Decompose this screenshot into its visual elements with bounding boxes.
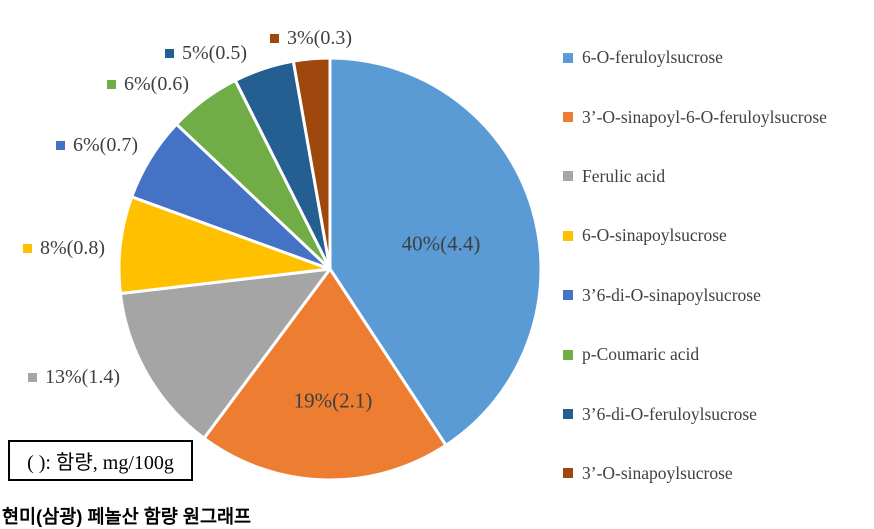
legend-key-icon — [28, 372, 37, 382]
pie-data-label-outside: 6%(0.7) — [56, 133, 138, 157]
legend-key-icon — [23, 243, 32, 253]
pie-data-label-outside: 6%(0.6) — [107, 72, 189, 96]
chart-caption: 현미(삼광) 페놀산 함량 원그래프 — [2, 506, 252, 527]
legend-key-icon — [165, 48, 174, 58]
legend-label: 6-O-sinapoylsucrose — [582, 225, 727, 246]
unit-note-text: ( ): 함량, mg/100g — [27, 452, 174, 474]
pie-data-label-outside: 5%(0.5) — [165, 41, 247, 65]
legend-item: 6-O-feruloylsucrose — [563, 28, 868, 87]
legend-item: 3’6-di-O-feruloylsucrose — [563, 384, 868, 443]
legend-item: 3’-O-sinapoyl-6-O-feruloylsucrose — [563, 87, 868, 146]
legend-item: 6-O-sinapoylsucrose — [563, 206, 868, 265]
unit-note-box: ( ): 함량, mg/100g — [8, 440, 193, 481]
pie-slice-4 — [117, 195, 332, 295]
pie-slice-2 — [202, 267, 448, 482]
legend-item: Ferulic acid — [563, 147, 868, 206]
legend-key-icon — [563, 290, 573, 301]
legend-label: 3’-O-sinapoyl-6-O-feruloylsucrose — [582, 106, 827, 127]
pie-data-label-outside: 3%(0.3) — [270, 26, 352, 50]
legend-key-icon — [563, 171, 573, 182]
legend-item: 3’-O-sinapoylsucrose — [563, 444, 868, 503]
pie-chart — [117, 56, 543, 482]
legend-label: 6-O-feruloylsucrose — [582, 47, 723, 68]
legend-key-icon — [563, 52, 573, 63]
pie-data-label-inside: 40%(4.4) — [401, 231, 481, 256]
pie-slice-8 — [291, 56, 332, 271]
pie-data-label-inside: 19%(2.1) — [293, 388, 373, 413]
legend-item: 3’6-di-O-sinapoylsucrose — [563, 266, 868, 325]
legend-key-icon — [563, 112, 573, 123]
pie-data-label-text: 8%(0.8) — [40, 236, 105, 259]
pie-data-label-text: 6%(0.6) — [124, 72, 189, 95]
chart-legend: 6-O-feruloylsucrose 3’-O-sinapoyl-6-O-fe… — [563, 28, 868, 503]
legend-key-icon — [563, 230, 573, 241]
legend-key-icon — [107, 79, 116, 89]
pie-data-label-outside: 13%(1.4) — [28, 365, 120, 389]
legend-label: Ferulic acid — [582, 165, 666, 186]
legend-key-icon — [56, 140, 65, 150]
pie-data-label-outside: 8%(0.8) — [23, 236, 105, 260]
legend-key-icon — [270, 33, 279, 43]
legend-key-icon — [563, 409, 573, 420]
legend-key-icon — [563, 468, 573, 479]
pie-data-label-text: 13%(1.4) — [45, 365, 120, 388]
pie-data-label-text: 3%(0.3) — [287, 26, 352, 49]
pie-data-label-text: 5%(0.5) — [182, 41, 247, 64]
pie-slice-3 — [118, 267, 332, 440]
legend-key-icon — [563, 349, 573, 360]
legend-label: 3’6-di-O-feruloylsucrose — [582, 403, 757, 424]
legend-label: 3’6-di-O-sinapoylsucrose — [582, 284, 761, 305]
legend-item: p-Coumaric acid — [563, 325, 868, 384]
pie-data-label-text: 6%(0.7) — [73, 133, 138, 156]
legend-label: p-Coumaric acid — [582, 344, 700, 365]
legend-label: 3’-O-sinapoylsucrose — [582, 462, 733, 483]
